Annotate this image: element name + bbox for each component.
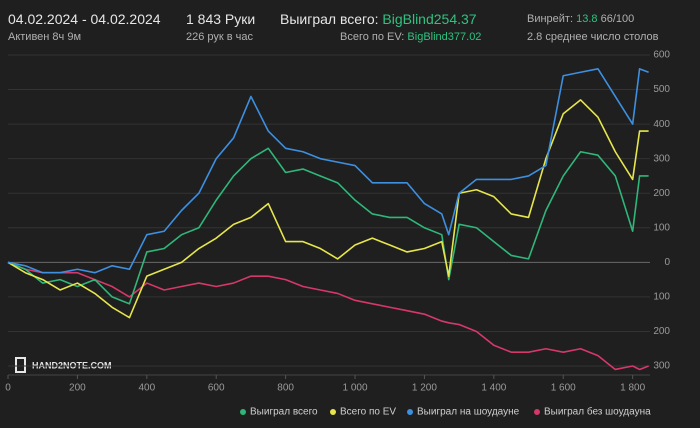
legend-marker <box>407 409 413 415</box>
date-range: 04.02.2024 - 04.02.2024 <box>8 11 161 27</box>
y-tick-label: 200 <box>653 188 670 199</box>
tables: 2.8 среднее число столов <box>527 31 659 43</box>
x-tick-label: 600 <box>208 383 225 394</box>
active-time: Активен 8ч 9м <box>8 31 82 43</box>
y-tick-label: 300 <box>653 361 670 372</box>
legend-label: Выиграл всего <box>250 407 318 418</box>
label: Выиграл всего: <box>280 11 379 27</box>
x-tick-label: 400 <box>138 383 155 394</box>
series-line <box>7 147 649 305</box>
x-tick-label: 1 400 <box>481 383 506 394</box>
y-tick-label: 600 <box>653 50 670 61</box>
logo-icon <box>15 357 26 373</box>
y-tick-label: 100 <box>653 222 670 233</box>
x-tick-label: 1 000 <box>343 383 368 394</box>
series-line <box>7 261 649 371</box>
won-total: Выиграл всего: BigBlind254.37 <box>280 11 477 27</box>
legend-marker <box>240 409 246 415</box>
y-tick-label: 0 <box>664 257 670 268</box>
value: BigBlind254.37 <box>382 11 477 27</box>
value: 13.8 <box>576 13 598 25</box>
hands: 1 843 Руки <box>186 11 256 27</box>
x-tick-label: 200 <box>69 383 86 394</box>
y-tick-label: 500 <box>653 84 670 95</box>
series-line <box>7 68 649 274</box>
value: BigBlind377.02 <box>407 31 482 43</box>
winrate: Винрейт: 13.8 66/100 <box>527 13 634 25</box>
y-tick-label: 100 <box>653 292 670 303</box>
hands-per-hour: 226 рук в час <box>186 31 254 43</box>
legend-marker <box>330 409 336 415</box>
label: Всего по EV: <box>340 31 405 43</box>
label: Винрейт: <box>527 13 574 25</box>
y-tick-label: 400 <box>653 119 670 130</box>
y-tick-label: 200 <box>653 326 670 337</box>
x-tick-label: 800 <box>277 383 294 394</box>
x-tick-label: 1 800 <box>620 383 645 394</box>
unit: 66/100 <box>600 13 635 25</box>
x-tick-label: 1 200 <box>412 383 437 394</box>
series-line <box>7 99 649 319</box>
x-tick-label: 1 600 <box>551 383 576 394</box>
ev-total: Всего по EV: BigBlind377.02 <box>340 31 481 43</box>
x-tick-label: 0 <box>5 383 11 394</box>
logo: HAND2NOTE.COM <box>32 360 112 370</box>
y-tick-label: 300 <box>653 153 670 164</box>
legend-label: Выиграл без шоудауна <box>544 406 651 418</box>
legend-marker <box>534 409 540 415</box>
legend-label: Выиграл на шоудауне <box>417 407 520 418</box>
legend-label: Всего по EV <box>340 407 396 418</box>
